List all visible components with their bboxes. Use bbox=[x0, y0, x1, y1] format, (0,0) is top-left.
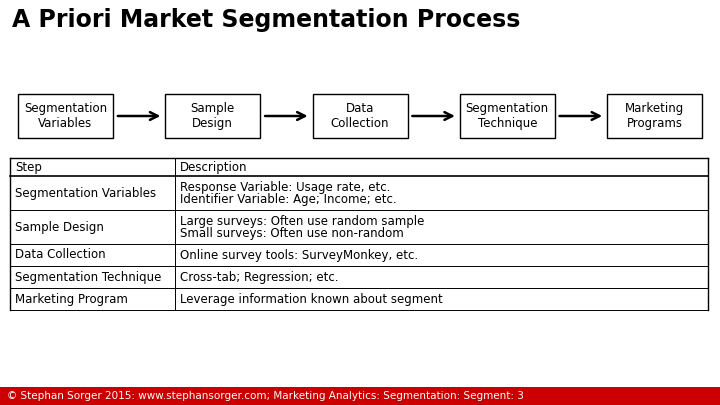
Text: Cross-tab; Regression; etc.: Cross-tab; Regression; etc. bbox=[180, 271, 338, 284]
Bar bbox=[0, 387, 720, 405]
Text: Sample Design: Sample Design bbox=[15, 220, 104, 234]
Bar bbox=[607, 94, 702, 138]
Text: Marketing Program: Marketing Program bbox=[15, 292, 128, 305]
Text: Marketing
Programs: Marketing Programs bbox=[625, 102, 684, 130]
Text: Online survey tools: SurveyMonkey, etc.: Online survey tools: SurveyMonkey, etc. bbox=[180, 249, 418, 262]
Text: Segmentation Technique: Segmentation Technique bbox=[15, 271, 161, 284]
Text: A Priori Market Segmentation Process: A Priori Market Segmentation Process bbox=[12, 8, 521, 32]
Text: Segmentation
Variables: Segmentation Variables bbox=[24, 102, 107, 130]
Text: Large surveys: Often use random sample: Large surveys: Often use random sample bbox=[180, 215, 424, 228]
Text: Leverage information known about segment: Leverage information known about segment bbox=[180, 292, 443, 305]
Text: Data
Collection: Data Collection bbox=[330, 102, 390, 130]
Bar bbox=[18, 94, 113, 138]
Text: Response Variable: Usage rate, etc.: Response Variable: Usage rate, etc. bbox=[180, 181, 390, 194]
Text: Identifier Variable: Age; Income; etc.: Identifier Variable: Age; Income; etc. bbox=[180, 193, 397, 206]
Text: Sample
Design: Sample Design bbox=[191, 102, 235, 130]
Text: Data Collection: Data Collection bbox=[15, 249, 106, 262]
Bar bbox=[166, 94, 260, 138]
Text: © Stephan Sorger 2015: www.stephansorger.com; Marketing Analytics: Segmentation:: © Stephan Sorger 2015: www.stephansorger… bbox=[7, 391, 524, 401]
Text: Segmentation Variables: Segmentation Variables bbox=[15, 186, 156, 200]
Text: Small surveys: Often use non-random: Small surveys: Often use non-random bbox=[180, 227, 404, 240]
Text: Step: Step bbox=[15, 160, 42, 173]
Bar bbox=[312, 94, 408, 138]
Text: Segmentation
Technique: Segmentation Technique bbox=[466, 102, 549, 130]
Bar bbox=[460, 94, 554, 138]
Text: Description: Description bbox=[180, 160, 248, 173]
